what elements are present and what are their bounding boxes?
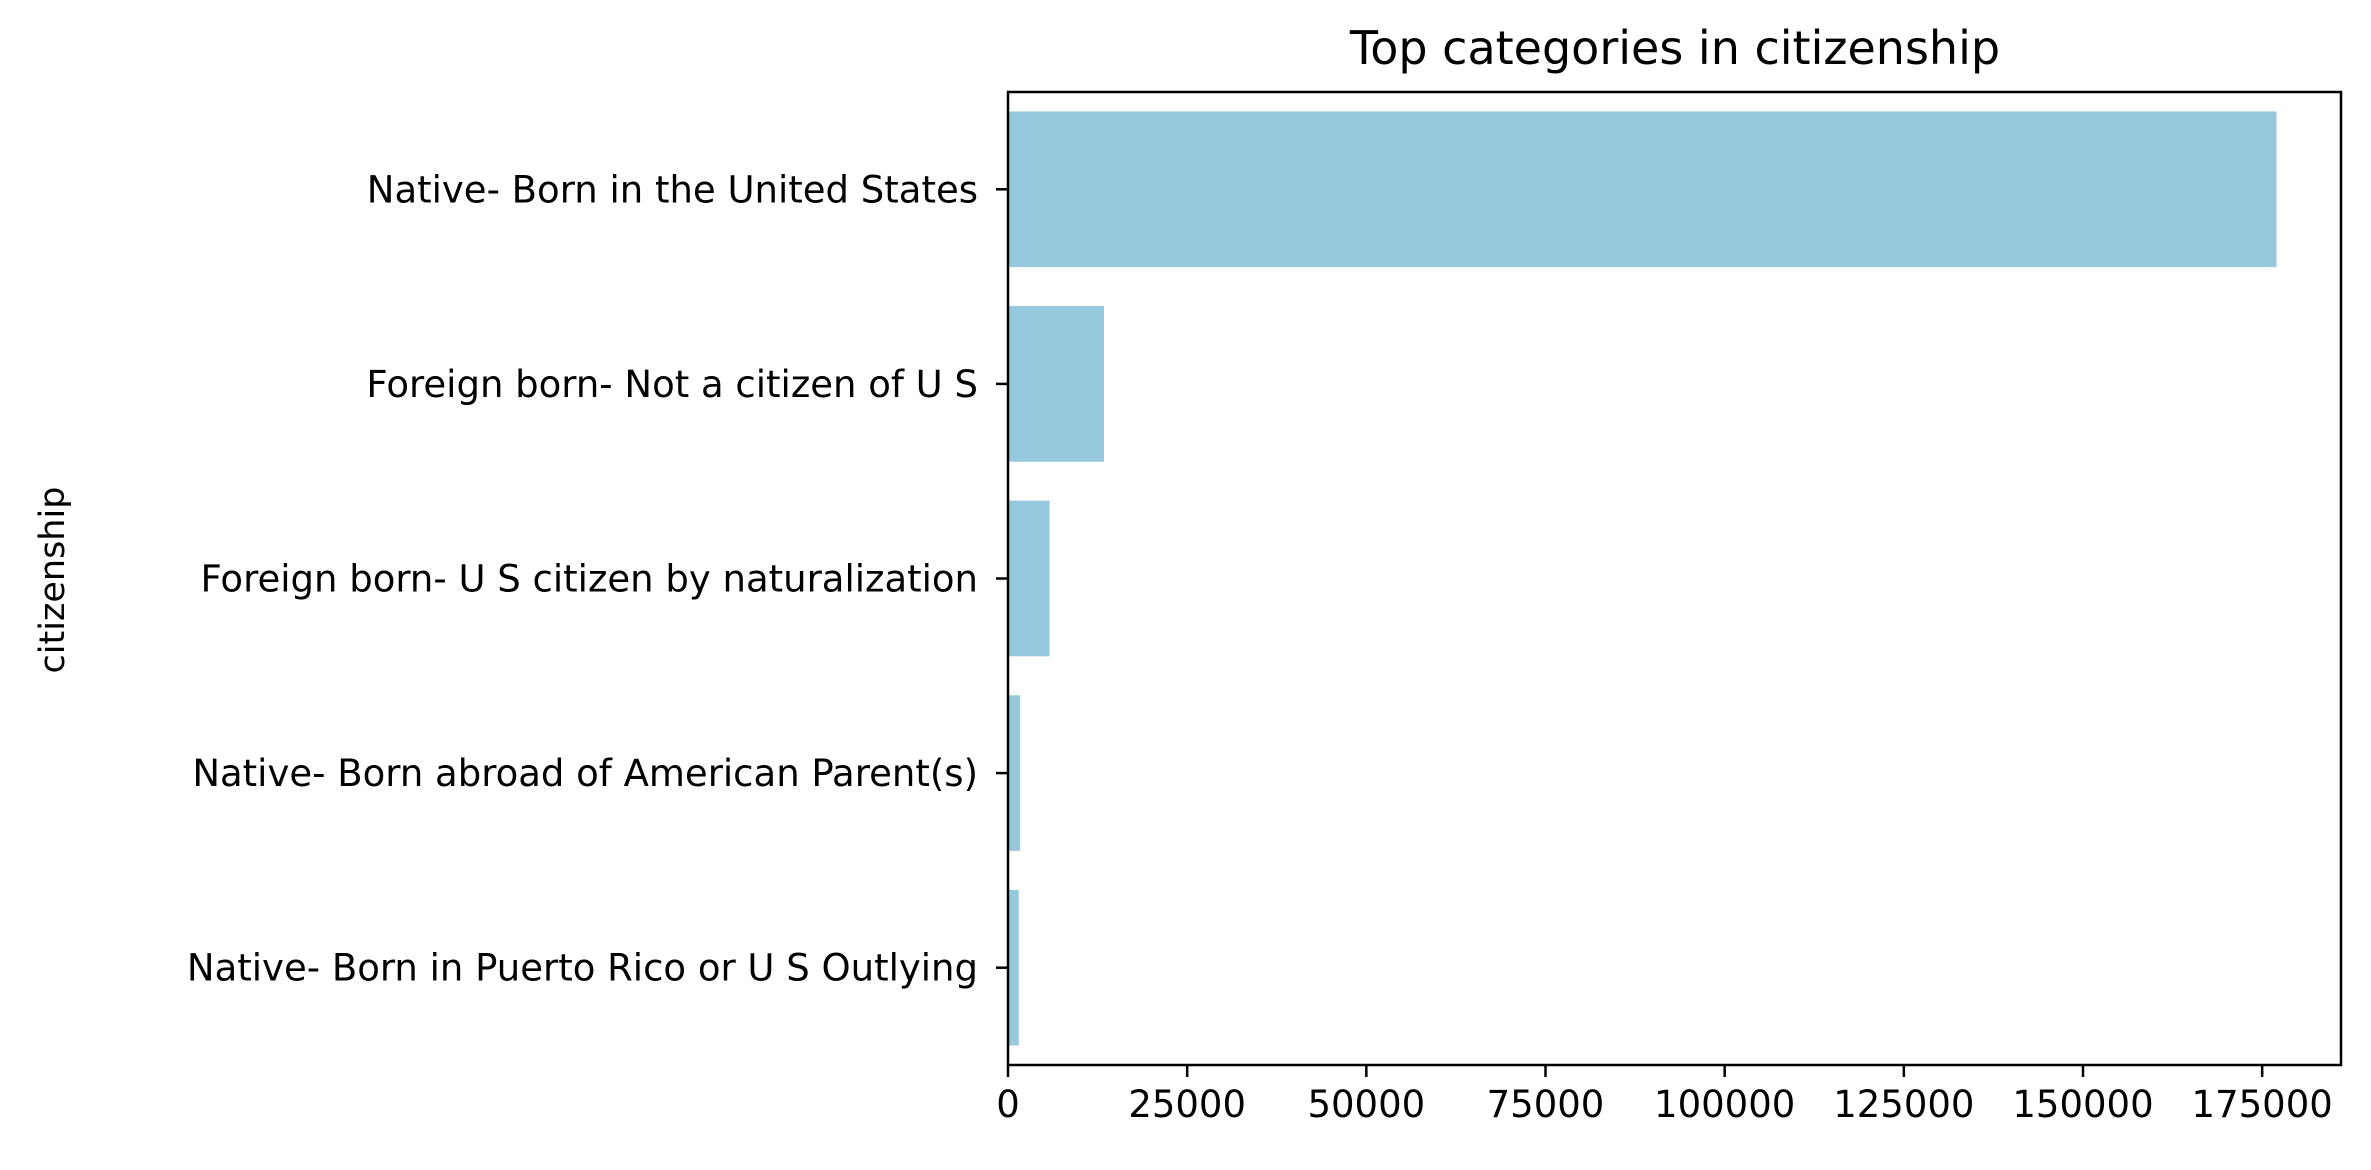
bar xyxy=(1008,889,1019,1046)
y-tick-label: Native- Born abroad of American Parent(s… xyxy=(192,752,978,795)
bar xyxy=(1008,500,1050,657)
y-tick-label: Native- Born in the United States xyxy=(367,168,978,211)
bar xyxy=(1008,306,1105,462)
plot-frame xyxy=(1006,90,2343,1067)
x-axis-ticks: 0 25000 50000 75000 100000 125000 150000 175000 xyxy=(996,1065,2333,1126)
x-tick-label: 150000 xyxy=(2012,1083,2153,1126)
x-tick-label: 125000 xyxy=(1833,1083,1974,1126)
bars xyxy=(1008,111,2277,1046)
y-tick-label: Native- Born in Puerto Rico or U S Outly… xyxy=(187,947,978,990)
y-tick-label: Foreign born- U S citizen by naturalizat… xyxy=(200,558,978,601)
bar xyxy=(1008,695,1021,851)
x-tick-label: 75000 xyxy=(1487,1083,1605,1126)
chart-title: Top categories in citizenship xyxy=(1349,21,2000,75)
x-tick-label: 25000 xyxy=(1128,1083,1246,1126)
y-axis-ticks: Native- Born in the United States Foreign… xyxy=(187,168,1008,990)
x-tick-label: 100000 xyxy=(1654,1083,1795,1126)
x-tick-label: 0 xyxy=(996,1083,1020,1126)
y-axis-label: citizenship xyxy=(33,487,73,674)
x-tick-label: 175000 xyxy=(2192,1083,2333,1126)
bar xyxy=(1008,111,2277,268)
x-tick-label: 50000 xyxy=(1307,1083,1425,1126)
y-tick-label: Foreign born- Not a citizen of U S xyxy=(366,363,978,406)
